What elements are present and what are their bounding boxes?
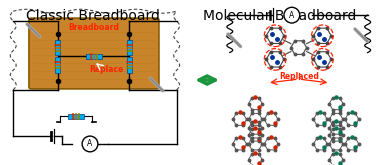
Text: Molecular Breadboard: Molecular Breadboard — [203, 9, 357, 23]
Text: Replace: Replace — [90, 65, 124, 74]
Text: Classic Breadboard: Classic Breadboard — [26, 9, 160, 23]
Text: A: A — [87, 139, 93, 148]
Bar — [68, 114, 84, 119]
Bar — [55, 57, 60, 73]
Text: Breadboard: Breadboard — [68, 23, 119, 32]
Text: A: A — [289, 11, 294, 20]
Bar — [86, 54, 102, 59]
Circle shape — [82, 136, 98, 152]
FancyBboxPatch shape — [29, 18, 159, 89]
Text: Replaced: Replaced — [279, 72, 319, 81]
Bar — [127, 57, 132, 73]
Circle shape — [284, 7, 300, 23]
Bar — [55, 40, 60, 55]
Bar — [127, 40, 132, 55]
